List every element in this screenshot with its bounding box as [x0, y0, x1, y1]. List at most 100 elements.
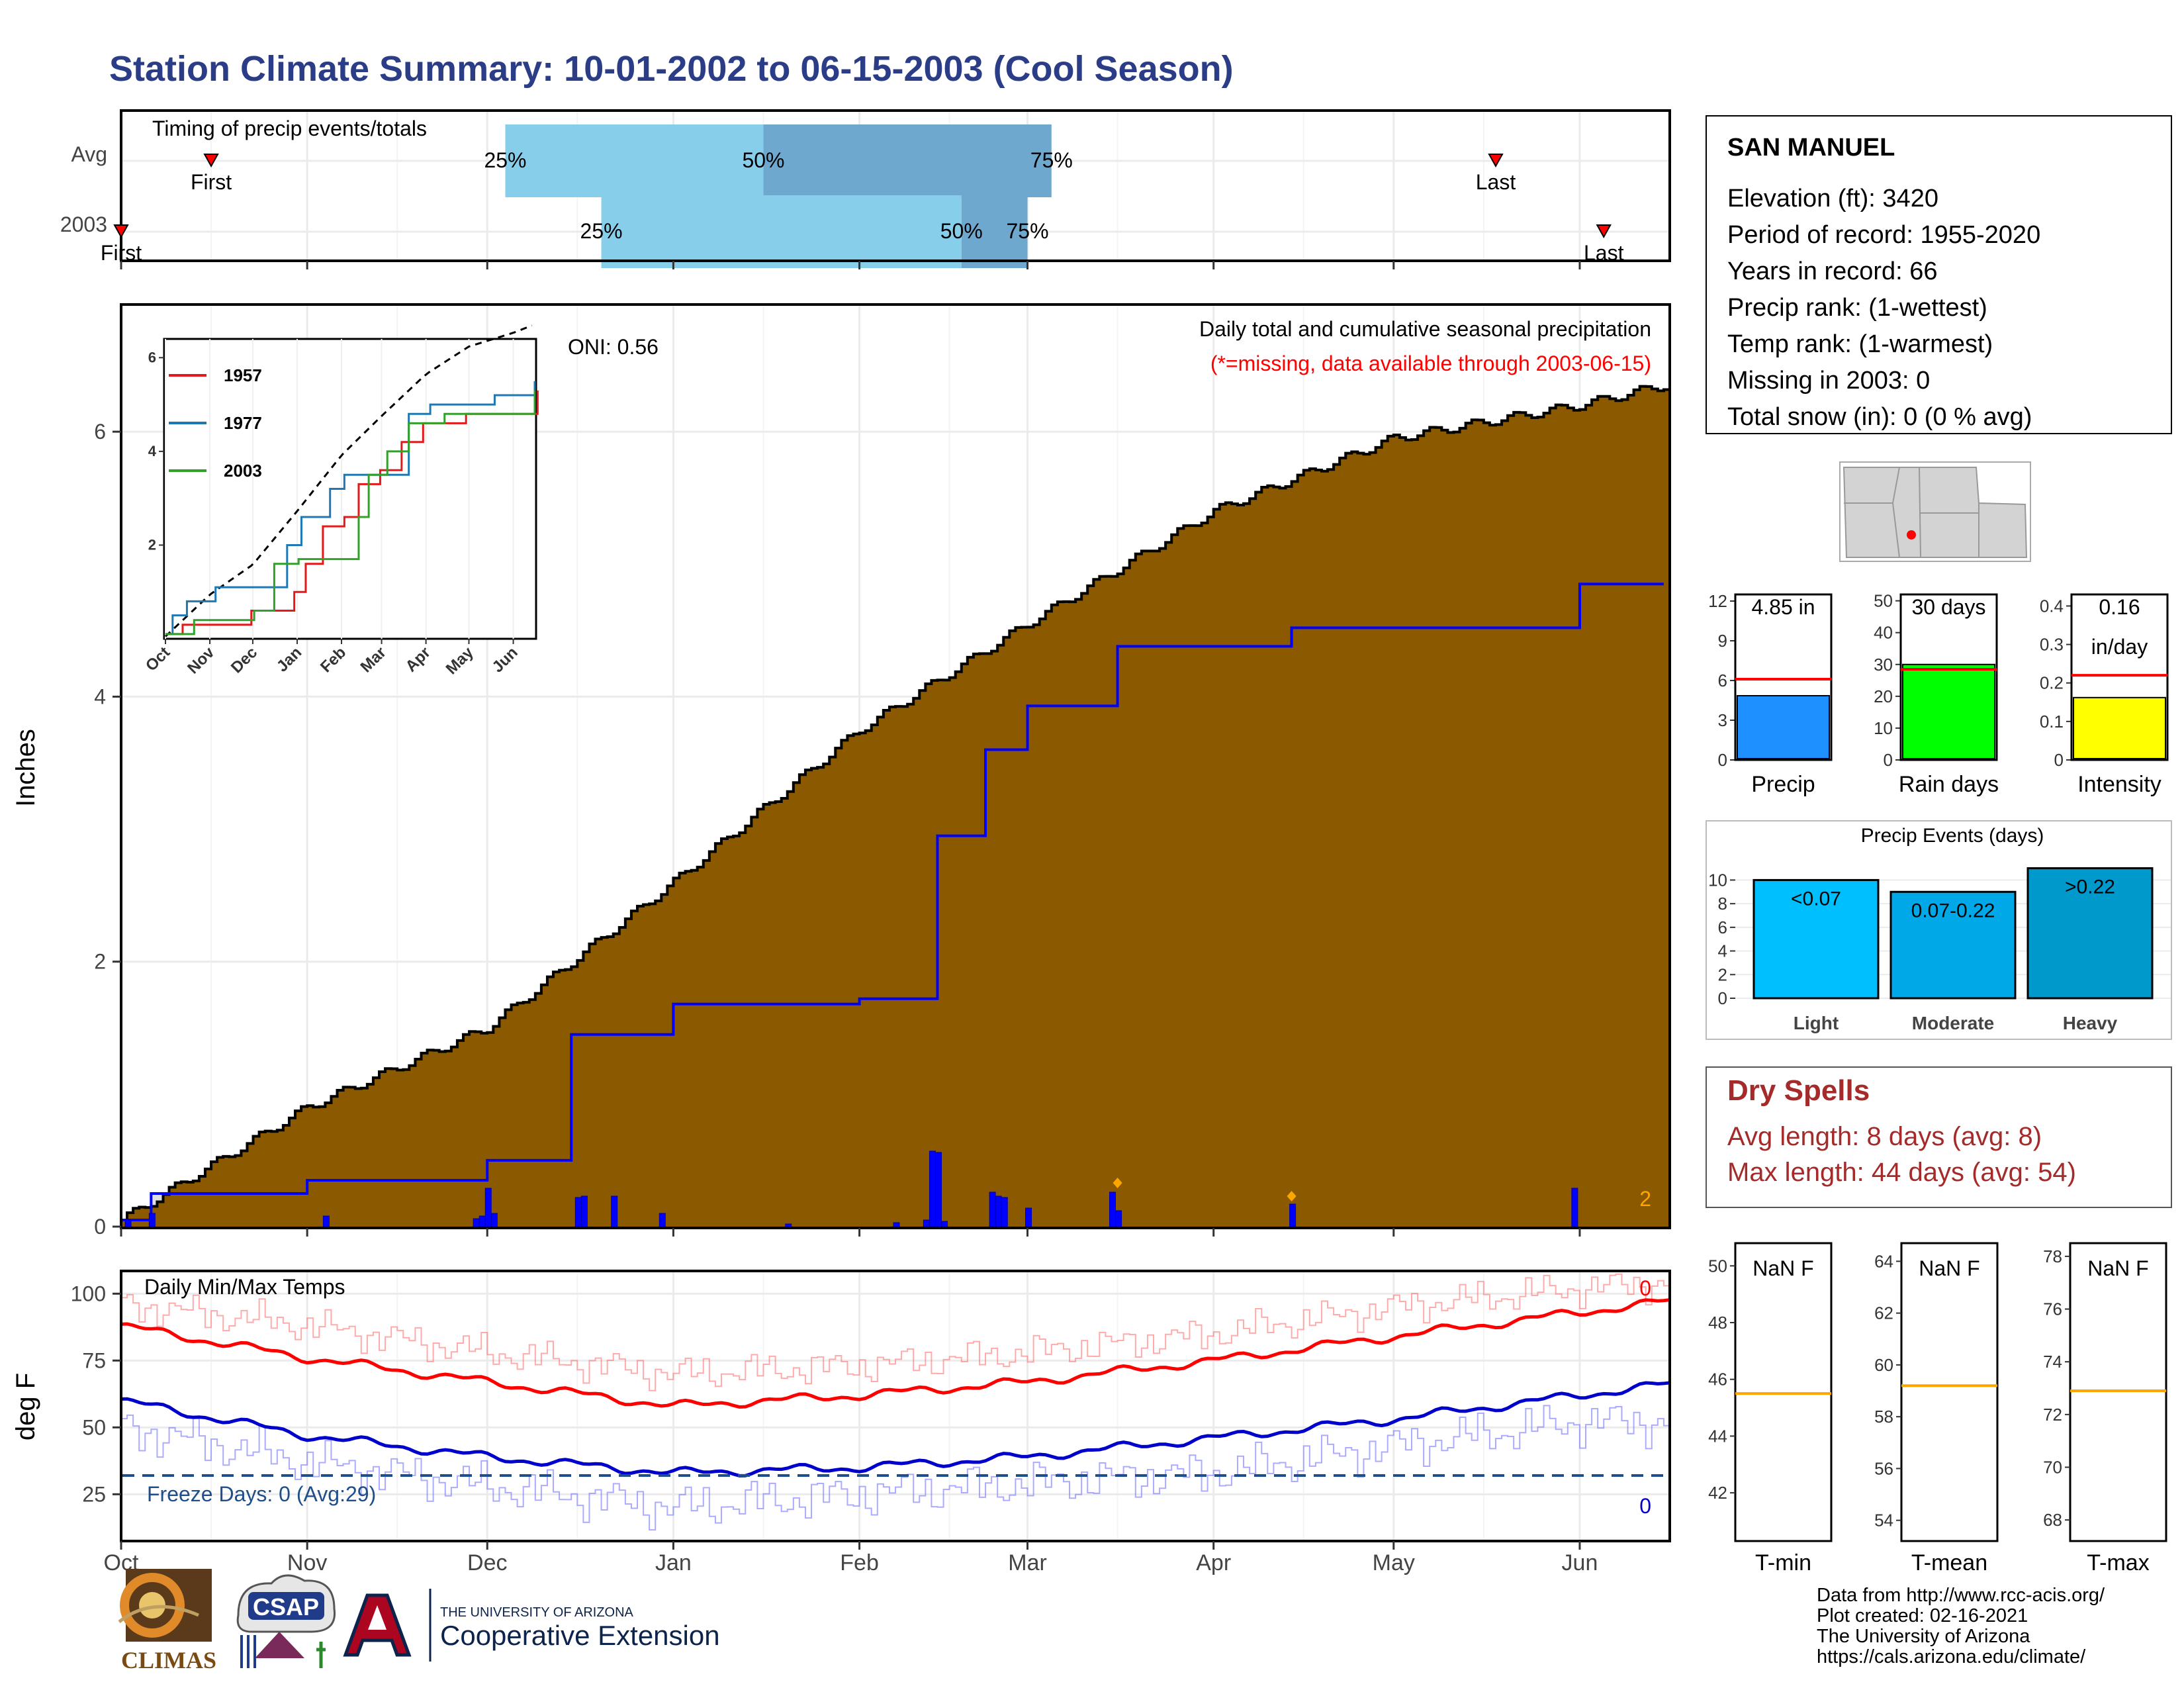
temperature-panel-label: Daily Min/Max Temps	[144, 1275, 345, 1299]
mini-bar-value-unit-2: in/day	[2091, 635, 2148, 659]
precip-corner-count: 2	[1639, 1187, 1651, 1211]
timing-panel-label: Timing of precip events/totals	[152, 117, 427, 140]
temperature-panel: 25 50 75 100 Daily Min/Max Temps deg F Free…	[11, 1270, 1671, 1542]
inset-month-label: Mar	[357, 643, 390, 676]
mini-bar-ytick-label-2: 0	[2054, 750, 2064, 770]
climas-logo-text: CLIMAS	[121, 1647, 216, 1673]
timing-first-marker-row-1	[113, 224, 129, 239]
inset-ytick-label: 6	[148, 349, 156, 365]
temperature-count-top: 0	[1639, 1276, 1651, 1300]
station-line-period: Period of record: 1955-2020	[1727, 221, 2040, 249]
precip-events-title: Precip Events (days)	[1861, 825, 2044, 847]
events-outer-frame	[1706, 820, 2172, 1040]
daily-precip-bar	[1109, 1192, 1116, 1227]
daily-precip-bar	[124, 1219, 132, 1227]
temp-box-ytick-label-2: 70	[2043, 1457, 2062, 1477]
climas-logo: CLIMAS	[118, 1569, 216, 1673]
mini-bar-value-1: 30 days	[1911, 595, 1985, 619]
daily-precip-bar	[580, 1196, 588, 1227]
temp-box-ytick-label-1: 60	[1874, 1355, 1893, 1375]
temp-box-ytick-label-2: 72	[2043, 1405, 2062, 1425]
events-ytick-label: 0	[1718, 988, 1727, 1008]
daily-precip-bar	[322, 1215, 330, 1227]
events-bar-text-1: 0.07-0.22	[1911, 900, 1995, 921]
dry-spells-max: Max length: 44 days (avg: 54)	[1727, 1158, 2076, 1187]
timing-first-label-row-0: First	[191, 170, 232, 194]
csap-logo: CSAP	[236, 1574, 336, 1668]
inset-month-label: Oct	[142, 643, 173, 675]
ua-small-text: THE UNIVERSITY OF ARIZONA	[440, 1605, 634, 1620]
temp-box-ytick-label-2: 74	[2043, 1352, 2062, 1372]
inset-legend-label-1957: 1957	[224, 365, 262, 385]
events-bar-text-0: <0.07	[1791, 888, 1841, 910]
inset-month-label: May	[443, 643, 478, 679]
temp-box-frame-0	[1734, 1242, 1833, 1542]
temp-box-ytick-label-2: 78	[2043, 1246, 2062, 1266]
events-ytick-label: 4	[1718, 941, 1727, 961]
temperature-ytick-label: 75	[82, 1348, 106, 1372]
daily-precip-bar	[611, 1196, 618, 1227]
timing-panel-frame	[120, 109, 1671, 262]
mini-bar-ytick-label-1: 30	[1874, 655, 1893, 675]
dry-spells-title: Dry Spells	[1727, 1074, 1870, 1107]
mini-bar-ytick-label-2: 0.1	[2040, 712, 2064, 731]
station-line-snow: Total snow (in): 0 (0 % avg)	[1727, 403, 2032, 431]
inset-chart: Oct Nov Dec Jan Feb Mar Apr May Jun 2 4 6 1957 1977 20…	[142, 324, 539, 679]
credit-line-source: Data from http://www.rcc-acis.org/	[1817, 1585, 2105, 1606]
locator-map	[1839, 461, 2031, 562]
inset-ytick-label: 4	[148, 443, 157, 459]
timing-p75-label-row-0: 75%	[1030, 148, 1073, 172]
mini-bar-ytick-label-0: 3	[1718, 710, 1727, 730]
missing-data-marker	[1113, 1177, 1122, 1188]
station-line-missing: Missing in 2003: 0	[1727, 367, 1930, 395]
station-line-precip-rank: Precip rank: (1-wettest)	[1727, 294, 1987, 322]
temp-box-ytick-label-0: 48	[1708, 1313, 1727, 1333]
daily-precip-bar	[478, 1215, 486, 1227]
daily-precip-bar	[995, 1196, 1002, 1227]
daily-precip-bar	[1115, 1210, 1122, 1227]
timing-p50-label-row-0: 50%	[742, 148, 784, 172]
temp-box-frame-1	[1900, 1242, 1999, 1542]
timing-last-marker-row-1	[1596, 224, 1612, 239]
mini-bar-ytick-label-1: 40	[1874, 623, 1893, 643]
temp-box-ytick-label-1: 58	[1874, 1407, 1893, 1427]
temp-box-value-0: NaN F	[1752, 1256, 1813, 1280]
precip-annotation-missing: (*=missing, data available through 2003-…	[1210, 352, 1651, 375]
temperature-ylabel: deg F	[11, 1373, 40, 1440]
mini-bar-ytick-label-0: 6	[1718, 671, 1727, 690]
credit-line-created: Plot created: 02-16-2021	[1817, 1605, 2028, 1626]
precip-events-chart: Precip Events (days) 0 2 4 6 8 10 <0.07 Light 0.…	[1706, 820, 2172, 1040]
precip-panel-frame	[120, 303, 1671, 1229]
precip-ytick-label: 2	[94, 950, 106, 974]
month-label: Jun	[1562, 1550, 1598, 1575]
daily-precip-bar	[929, 1150, 936, 1227]
timing-p25-label-row-1: 25%	[580, 219, 623, 243]
timing-p25-label-row-0: 25%	[484, 148, 526, 172]
temp-box-ytick-label-1: 56	[1874, 1458, 1893, 1478]
mini-bar-label-2: Intensity	[2077, 772, 2161, 797]
dry-spells-avg: Avg length: 8 days (avg: 8)	[1727, 1122, 2042, 1151]
mini-bar-label-1: Rain days	[1899, 772, 1999, 797]
inset-series-line-2003	[165, 390, 536, 635]
inset-legend-label-1977: 1977	[224, 413, 262, 433]
daily-precip-bar	[1571, 1188, 1578, 1227]
month-label: Apr	[1196, 1550, 1231, 1575]
mini-bar-intensity	[2073, 696, 2166, 760]
mini-bar-rain-days	[1902, 663, 1995, 759]
mini-bar-value-2: 0.16	[2099, 595, 2140, 619]
daily-precip-bar	[148, 1213, 156, 1227]
cumulative-precip-line	[121, 385, 1671, 1221]
mini-bar-ytick-label-1: 10	[1874, 718, 1893, 738]
precip-annotation-title: Daily total and cumulative seasonal prec…	[1199, 317, 1651, 341]
mini-bar-label-0: Precip	[1751, 772, 1815, 797]
inset-month-label: Nov	[184, 643, 218, 678]
timing-last-label-row-1: Last	[1584, 241, 1624, 265]
mini-bar-ytick-label-1: 50	[1874, 591, 1893, 611]
missing-data-marker	[1287, 1190, 1297, 1201]
timing-panel: Timing of precip events/totals Avg 2003 …	[60, 109, 1671, 268]
university-of-arizona-logo: THE UNIVERSITY OF ARIZONA Cooperative Ex…	[343, 1589, 720, 1662]
station-line-years: Years in record: 66	[1727, 258, 1938, 285]
temp-box-ytick-label-2: 68	[2043, 1510, 2062, 1530]
inset-ytick-label: 2	[148, 536, 156, 553]
precip-ytick-label: 6	[94, 420, 106, 444]
